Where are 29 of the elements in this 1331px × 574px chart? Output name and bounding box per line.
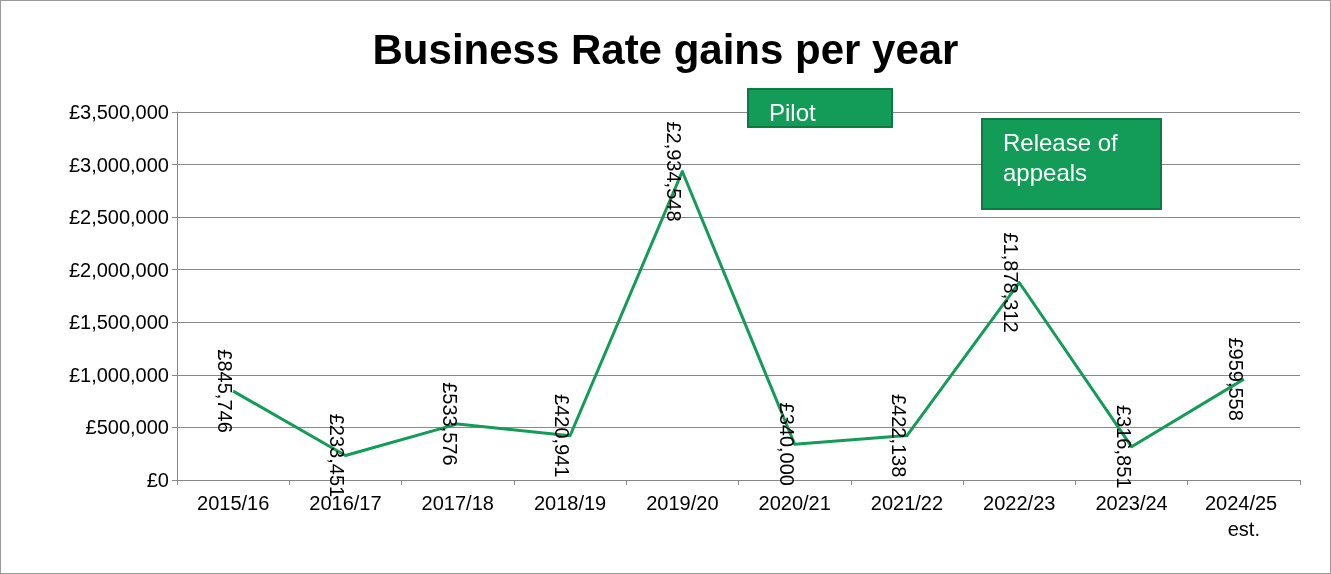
note-box: Release of appeals [981,118,1162,210]
y-tick-label: £500,000 [85,416,169,439]
data-label: £422,138 [887,393,910,478]
data-label: £845,746 [214,349,237,433]
data-label: £1,878,312 [1000,232,1023,333]
x-tick-label: 2021/22 [870,492,944,514]
note-box: Pilot [747,88,893,128]
data-label: £2,934,548 [663,121,686,222]
x-tick-label: 2022/23 [983,492,1056,514]
y-tick-label: £3,500,000 [68,101,169,123]
x-tick-label: 2024/25 est. [1204,492,1283,540]
data-label: £420,941 [551,394,574,478]
y-tick-label: £2,000,000 [68,258,169,281]
y-tick-label: £2,500,000 [68,206,169,229]
data-label: £959,558 [1224,337,1247,421]
y-tick-label: £1,500,000 [68,311,169,334]
x-tick-label: 2015/16 [197,492,270,514]
x-tick-label: 2017/18 [421,492,494,514]
x-tick-label: 2023/24 [1095,492,1168,514]
data-label: £340,000 [775,402,798,486]
data-label: £533,576 [438,382,461,466]
data-label: £316,851 [1112,404,1135,489]
x-tick-label: 2019/20 [646,492,719,514]
y-tick-label: £0 [146,469,169,491]
y-tick-label: £1,000,000 [68,363,169,386]
y-tick-label: £3,000,000 [68,153,169,176]
x-tick-label: 2020/21 [758,492,831,514]
x-tick-label: 2018/19 [533,492,607,514]
chart-title: Business Rate gains per year [372,25,959,73]
